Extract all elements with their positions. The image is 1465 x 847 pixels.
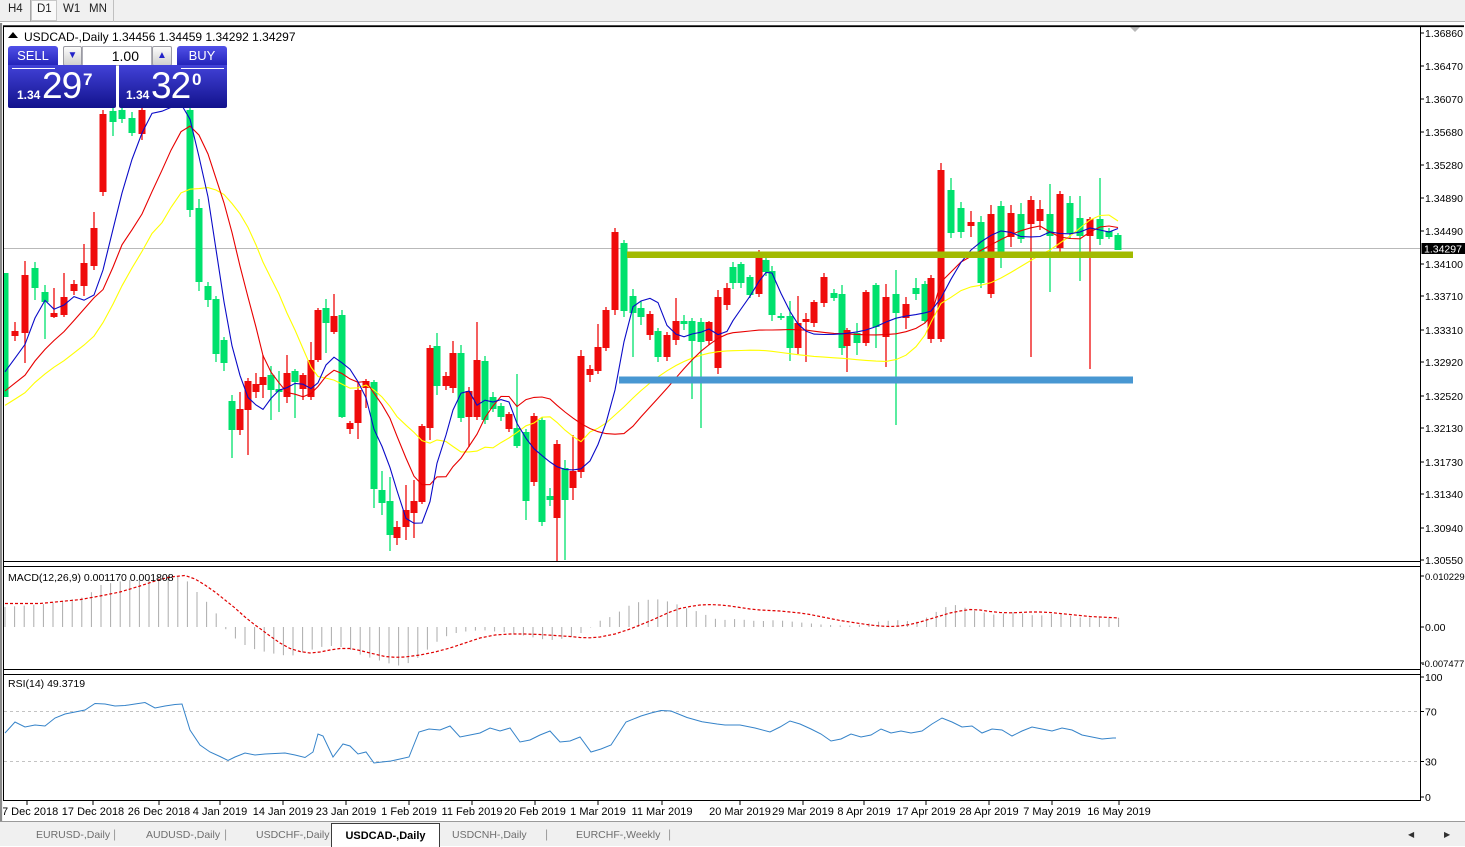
svg-text:26 Dec 2018: 26 Dec 2018 — [128, 806, 190, 818]
svg-text:14 Jan 2019: 14 Jan 2019 — [253, 806, 314, 818]
svg-text:20 Mar 2019: 20 Mar 2019 — [709, 806, 771, 818]
svg-text:1.31340: 1.31340 — [1425, 489, 1463, 501]
svg-text:28 Apr 2019: 28 Apr 2019 — [959, 806, 1018, 818]
svg-text:1.36470: 1.36470 — [1425, 61, 1463, 73]
svg-text:17 Apr 2019: 17 Apr 2019 — [896, 806, 955, 818]
svg-text:1.36860: 1.36860 — [1425, 28, 1463, 40]
svg-text:1.35280: 1.35280 — [1425, 160, 1463, 172]
svg-text:1.33710: 1.33710 — [1425, 291, 1463, 303]
svg-text:1.36070: 1.36070 — [1425, 94, 1463, 106]
svg-text:1.32920: 1.32920 — [1425, 357, 1463, 369]
svg-text:17 Dec 2018: 17 Dec 2018 — [62, 806, 124, 818]
svg-text:29 Mar 2019: 29 Mar 2019 — [772, 806, 834, 818]
svg-text:-0.007477: -0.007477 — [1422, 659, 1465, 670]
svg-text:8 Apr 2019: 8 Apr 2019 — [837, 806, 890, 818]
svg-text:1.35680: 1.35680 — [1425, 127, 1463, 139]
svg-text:1.31730: 1.31730 — [1425, 457, 1463, 469]
svg-text:23 Jan 2019: 23 Jan 2019 — [316, 806, 377, 818]
svg-text:1.34890: 1.34890 — [1425, 193, 1463, 205]
svg-text:1.34297: 1.34297 — [1424, 243, 1462, 255]
svg-text:100: 100 — [1425, 672, 1443, 684]
svg-text:7 May 2019: 7 May 2019 — [1023, 806, 1080, 818]
svg-text:1 Mar 2019: 1 Mar 2019 — [570, 806, 626, 818]
svg-text:1.34490: 1.34490 — [1425, 226, 1463, 238]
svg-text:1.34100: 1.34100 — [1425, 259, 1463, 271]
svg-text:4 Jan 2019: 4 Jan 2019 — [193, 806, 247, 818]
svg-text:1.32520: 1.32520 — [1425, 391, 1463, 403]
svg-text:1.33310: 1.33310 — [1425, 325, 1463, 337]
svg-text:MACD(12,26,9) 0.001170 0.00180: MACD(12,26,9) 0.001170 0.001808 — [8, 572, 174, 584]
svg-text:1 Feb 2019: 1 Feb 2019 — [381, 806, 437, 818]
svg-text:70: 70 — [1425, 706, 1437, 718]
svg-text:20 Feb 2019: 20 Feb 2019 — [504, 806, 566, 818]
svg-text:11 Mar 2019: 11 Mar 2019 — [632, 806, 693, 818]
svg-text:0.00: 0.00 — [1425, 622, 1446, 634]
svg-text:30: 30 — [1425, 756, 1437, 768]
svg-text:16 May 2019: 16 May 2019 — [1087, 806, 1151, 818]
svg-text:1.32130: 1.32130 — [1425, 423, 1463, 435]
svg-text:USDCAD-,Daily 1.34456 1.34459: USDCAD-,Daily 1.34456 1.34459 1.34292 1.… — [24, 30, 296, 44]
svg-text:0: 0 — [1425, 792, 1431, 804]
svg-text:0.010229: 0.010229 — [1425, 572, 1465, 583]
svg-text:RSI(14) 49.3719: RSI(14) 49.3719 — [8, 678, 85, 690]
svg-text:1.30940: 1.30940 — [1425, 523, 1463, 535]
svg-text:1.30550: 1.30550 — [1425, 555, 1463, 567]
svg-text:11 Feb 2019: 11 Feb 2019 — [442, 806, 503, 818]
svg-text:7 Dec 2018: 7 Dec 2018 — [2, 806, 58, 818]
